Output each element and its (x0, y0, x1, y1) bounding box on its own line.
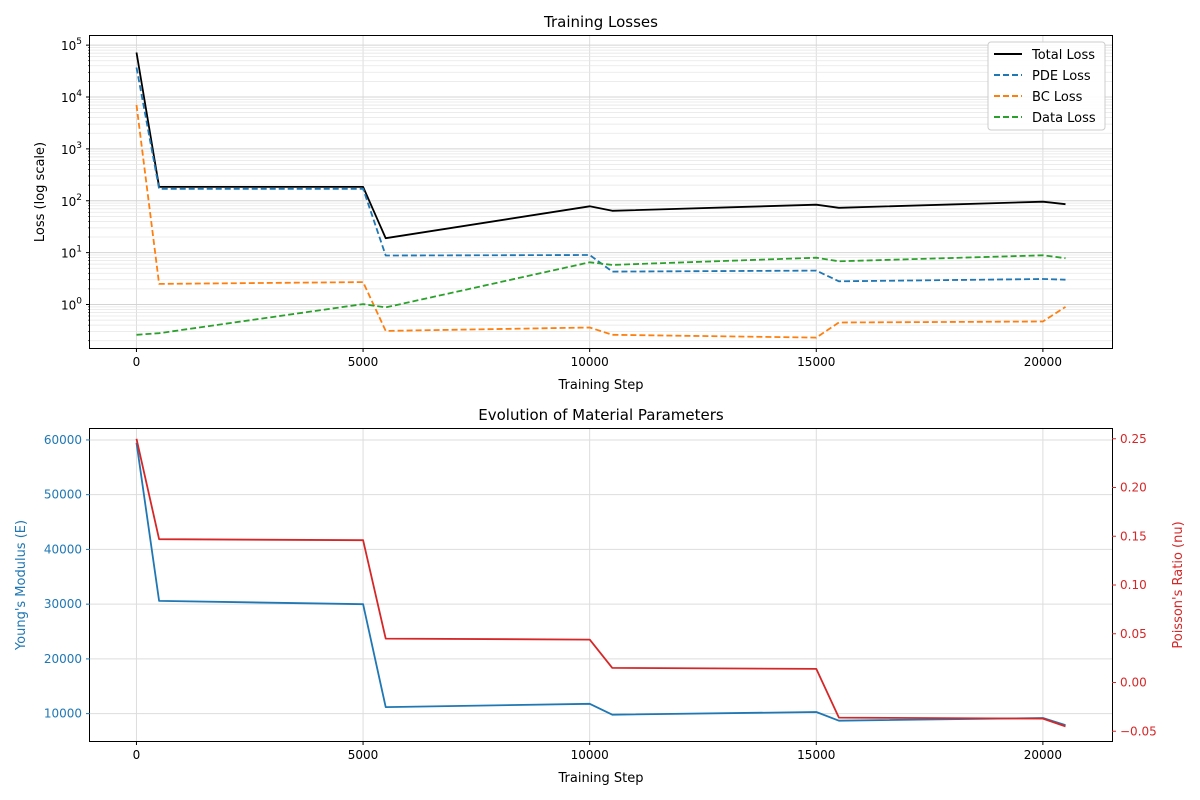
right-y-tick-label: 0.10 (1120, 578, 1147, 592)
material-parameters-chart: Evolution of Material Parameters 0 5000 10… (14, 406, 1186, 786)
left-y-tick-label: 20000 (44, 652, 82, 666)
youngs-modulus-y-ticks: 10000 20000 30000 40000 50000 60000 (44, 433, 90, 721)
x-tick-label: 0 (133, 748, 141, 762)
series-line-poisson-s-ratio-nu (135, 438, 1066, 728)
right-y-tick-label: 0.05 (1120, 627, 1147, 641)
training-losses-legend: Total Loss PDE Loss BC Loss Data Loss (987, 41, 1106, 131)
right-y-tick-label: −0.05 (1120, 724, 1157, 738)
training-losses-y-axis-label: Loss (log scale) (33, 142, 48, 242)
training-losses-title: Training Losses (543, 13, 658, 31)
legend-entry-total-loss: Total Loss (994, 48, 1095, 63)
y-tick-label: 100 (61, 296, 82, 312)
right-y-tick-label: 0.20 (1120, 481, 1147, 495)
x-tick-label: 20000 (1024, 748, 1062, 762)
series-line-young-s-modulus-e (135, 442, 1066, 726)
right-y-tick-label: 0.15 (1120, 529, 1147, 543)
legend-entry-bc-loss: BC Loss (994, 90, 1083, 105)
legend-label-pde-loss: PDE Loss (1032, 69, 1091, 84)
y-tick-label: 101 (61, 245, 82, 261)
y-tick-label: 105 (61, 37, 82, 53)
x-tick-label: 0 (133, 355, 141, 369)
youngs-modulus-axis-label: Young's Modulus (E) (14, 520, 29, 651)
poissons-ratio-y-ticks: −0.05 0.00 0.05 0.10 0.15 0.20 0.25 (1112, 432, 1157, 738)
series-line-total-loss (135, 52, 1066, 240)
training-losses-lines (135, 52, 1066, 339)
training-losses-x-ticks: 0 5000 10000 15000 20000 (133, 348, 1062, 369)
x-tick-label: 15000 (797, 355, 835, 369)
y-tick-label: 104 (61, 89, 82, 105)
legend-label-data-loss: Data Loss (1032, 111, 1096, 126)
left-y-tick-label: 40000 (44, 542, 82, 556)
left-y-tick-label: 10000 (44, 707, 82, 721)
material-parameters-x-axis-label: Training Step (557, 771, 643, 786)
legend-label-total-loss: Total Loss (1031, 48, 1095, 63)
x-tick-label: 20000 (1024, 355, 1062, 369)
legend-label-bc-loss: BC Loss (1032, 90, 1083, 105)
training-losses-x-axis-label: Training Step (557, 378, 643, 393)
right-y-tick-label: 0.00 (1120, 676, 1147, 690)
y-tick-label: 103 (61, 141, 82, 157)
training-losses-plot-frame (89, 35, 1113, 349)
left-y-tick-label: 30000 (44, 597, 82, 611)
left-y-tick-label: 50000 (44, 488, 82, 502)
x-tick-label: 10000 (571, 355, 609, 369)
series-line-bc-loss (135, 104, 1066, 339)
material-parameters-x-ticks: 0 5000 10000 15000 20000 (133, 741, 1062, 762)
x-tick-label: 10000 (571, 748, 609, 762)
material-parameters-title: Evolution of Material Parameters (478, 406, 724, 424)
material-parameters-lines (135, 438, 1066, 728)
x-tick-label: 5000 (348, 748, 379, 762)
left-y-tick-label: 60000 (44, 433, 82, 447)
training-losses-grid (90, 36, 1112, 348)
poissons-ratio-axis-label: Poisson's Ratio (nu) (1171, 521, 1186, 648)
legend-frame (987, 41, 1106, 131)
training-losses-chart: Training Losses 0 5000 10000 15000 20000 100… (33, 13, 1113, 393)
right-y-tick-label: 0.25 (1120, 432, 1147, 446)
legend-entry-pde-loss: PDE Loss (994, 69, 1091, 84)
training-losses-y-ticks: 100 101 102 103 104 105 (61, 37, 90, 342)
y-tick-label: 102 (61, 193, 82, 209)
x-tick-label: 5000 (348, 355, 379, 369)
legend-entry-data-loss: Data Loss (994, 111, 1096, 126)
material-parameters-plot-frame (89, 428, 1113, 742)
material-parameters-grid (90, 429, 1112, 741)
series-line-data-loss (136, 254, 1066, 336)
x-tick-label: 15000 (797, 748, 835, 762)
